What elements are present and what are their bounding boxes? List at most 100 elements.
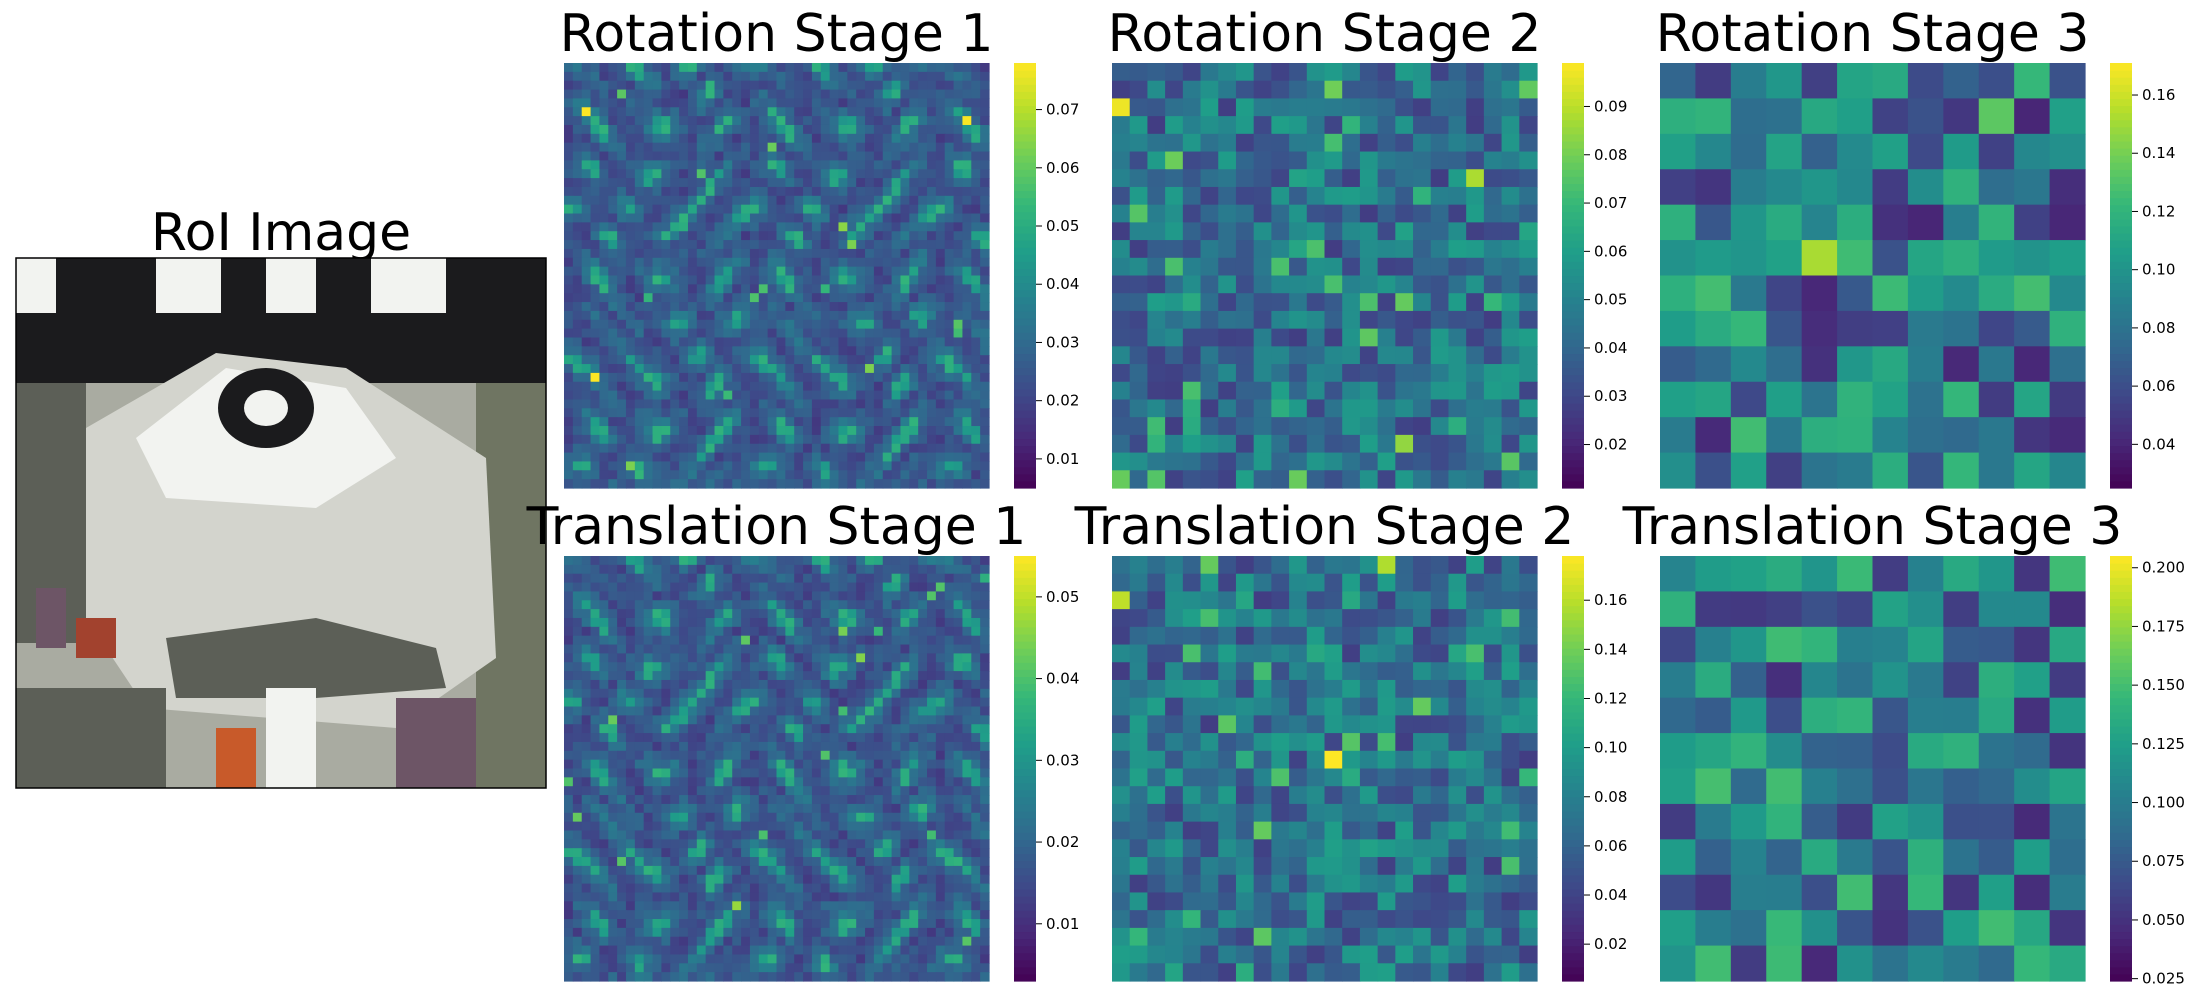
heatmap-cell bbox=[564, 461, 574, 471]
heatmap-cell bbox=[820, 98, 831, 108]
heatmap-cell bbox=[856, 417, 866, 427]
heatmap-cell bbox=[811, 257, 822, 268]
heatmap-cell bbox=[661, 213, 671, 223]
heatmap-cell bbox=[1413, 169, 1432, 188]
heatmap-cell bbox=[971, 408, 981, 418]
heatmap-cell bbox=[634, 443, 645, 454]
heatmap-cell bbox=[564, 865, 574, 876]
heatmap-cell bbox=[1837, 310, 1874, 347]
colorbar-segment bbox=[1014, 480, 1036, 489]
heatmap-cell bbox=[767, 839, 778, 849]
heatmap-cell bbox=[714, 564, 724, 575]
heatmap-cell bbox=[785, 556, 795, 566]
heatmap-cell bbox=[971, 556, 981, 566]
heatmap-cell bbox=[794, 346, 804, 356]
heatmap-cell bbox=[980, 671, 990, 681]
colorbar-segment bbox=[1562, 452, 1584, 461]
heatmap-cell bbox=[829, 195, 840, 206]
heatmap-cell bbox=[696, 865, 707, 876]
heatmap-cell bbox=[767, 257, 778, 268]
heatmap-cell bbox=[962, 355, 972, 365]
heatmap-cell bbox=[679, 697, 689, 708]
heatmap-cell bbox=[980, 452, 990, 463]
heatmap-cell bbox=[1395, 364, 1414, 383]
heatmap-cell bbox=[581, 470, 592, 480]
heatmap-cell bbox=[767, 777, 778, 787]
heatmap-cell bbox=[962, 848, 972, 858]
heatmap-cell bbox=[572, 556, 583, 566]
heatmap-cell bbox=[590, 644, 601, 654]
heatmap-cell bbox=[581, 116, 592, 126]
heatmap-cell bbox=[847, 479, 857, 489]
heatmap-cells bbox=[564, 63, 990, 489]
heatmap-cell bbox=[608, 364, 618, 374]
heatmap-cell bbox=[1235, 80, 1255, 100]
heatmap-cell bbox=[696, 573, 707, 584]
heatmap-cell bbox=[847, 443, 857, 454]
heatmap-cell bbox=[811, 556, 822, 566]
heatmap-cell bbox=[767, 443, 778, 454]
heatmap-cell bbox=[794, 151, 804, 161]
heatmap-cell bbox=[856, 310, 866, 321]
heatmap-cell bbox=[652, 564, 662, 575]
heatmap-cell bbox=[838, 186, 848, 197]
heatmap-cell bbox=[741, 124, 751, 135]
heatmap-cell bbox=[679, 204, 689, 215]
heatmap-cell bbox=[599, 337, 609, 347]
heatmap-cell bbox=[891, 275, 902, 285]
heatmap-cell bbox=[918, 821, 928, 832]
heatmap-cell bbox=[758, 355, 769, 365]
heatmap-cell bbox=[811, 248, 822, 259]
heatmap-cell bbox=[953, 715, 964, 725]
heatmap-cell bbox=[670, 408, 680, 418]
heatmap-cell bbox=[732, 750, 742, 761]
heatmap-cell bbox=[918, 573, 928, 584]
heatmap-cell bbox=[625, 310, 636, 321]
colorbar-segment bbox=[2110, 367, 2132, 376]
heatmap-cell bbox=[829, 679, 840, 690]
heatmap-cell bbox=[847, 266, 857, 277]
heatmap-cell bbox=[1306, 222, 1326, 241]
heatmap-cell bbox=[572, 461, 583, 471]
heatmap-cell bbox=[1112, 151, 1131, 170]
heatmap-cell bbox=[962, 213, 972, 223]
heatmap-cell bbox=[590, 564, 601, 575]
heatmap-cell bbox=[811, 399, 822, 409]
heatmap-cell bbox=[1235, 328, 1255, 347]
heatmap-cell bbox=[776, 626, 786, 637]
heatmap-cell bbox=[803, 697, 813, 708]
heatmap-cell bbox=[687, 848, 698, 858]
heatmap-cell bbox=[705, 222, 716, 232]
heatmap-cell bbox=[909, 443, 919, 454]
heatmap-cell bbox=[847, 204, 857, 215]
heatmap-cell bbox=[927, 839, 937, 849]
heatmap-cell bbox=[696, 857, 707, 867]
heatmap-cell bbox=[785, 133, 795, 144]
heatmap-cell bbox=[1218, 222, 1237, 241]
heatmap-cell bbox=[811, 204, 822, 215]
heatmap-cell bbox=[705, 116, 716, 126]
heatmap-cell bbox=[980, 609, 990, 619]
heatmap-cell bbox=[2014, 204, 2051, 241]
heatmap-cell bbox=[1289, 98, 1308, 117]
heatmap-cell bbox=[953, 426, 964, 436]
heatmap-cell bbox=[652, 151, 662, 161]
heatmap-cell bbox=[1165, 169, 1184, 188]
heatmap-cell bbox=[900, 80, 910, 91]
heatmap-cell bbox=[767, 662, 778, 672]
heatmap-cell bbox=[617, 759, 627, 770]
heatmap-cell bbox=[564, 443, 574, 454]
heatmap-cell bbox=[935, 768, 946, 778]
heatmap-cell bbox=[900, 337, 910, 347]
heatmap-cell bbox=[749, 821, 760, 832]
heatmap-cell bbox=[634, 452, 645, 463]
heatmap-cell bbox=[670, 151, 680, 161]
heatmap-cell bbox=[971, 417, 981, 427]
heatmap-cell bbox=[811, 662, 822, 672]
heatmap-cell bbox=[608, 461, 618, 471]
heatmap-cell bbox=[803, 399, 813, 409]
heatmap-cell bbox=[590, 582, 601, 593]
heatmap-cell bbox=[785, 231, 795, 241]
heatmap-cell bbox=[944, 169, 955, 179]
heatmap-cell bbox=[732, 626, 742, 637]
